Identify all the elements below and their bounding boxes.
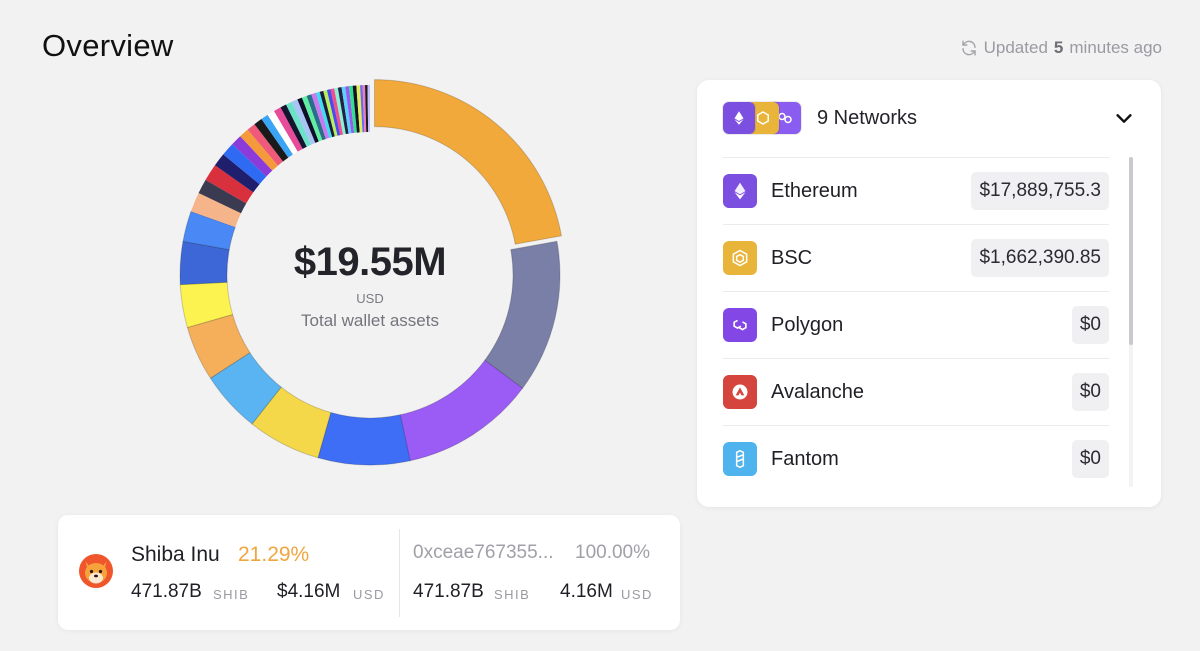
donut-slice-21[interactable] [274, 107, 303, 152]
donut-slice-20[interactable] [267, 111, 298, 155]
token-symbol: SHIB [213, 587, 250, 602]
donut-slice-34[interactable] [334, 87, 346, 135]
bsc-icon [723, 241, 757, 275]
address-usd-value: 4.16M [560, 581, 613, 602]
network-value: $1,662,390.85 [971, 239, 1109, 277]
updated-status: Updated 5 minutes ago [960, 38, 1162, 58]
donut-slice-40[interactable] [356, 85, 363, 133]
network-name: Fantom [771, 447, 839, 470]
chevron-down-icon[interactable] [1113, 107, 1135, 129]
total-summary: $19.55M USD Total wallet assets [220, 240, 520, 331]
address-usd-label: USD [621, 587, 653, 602]
donut-slice-12[interactable] [205, 165, 254, 204]
network-row-bsc[interactable]: BSC $1,662,390.85 [723, 224, 1109, 291]
donut-slice-2[interactable] [399, 359, 524, 462]
updated-prefix: Updated [983, 38, 1048, 57]
donut-slice-27[interactable] [306, 94, 326, 141]
network-list: Ethereum $17,889,755.3 BSC $1,662,390.85… [723, 157, 1109, 492]
token-amount: 471.87B [131, 581, 202, 602]
donut-slice-16[interactable] [240, 129, 278, 171]
donut-slice-15[interactable] [232, 136, 273, 177]
network-row-fantom[interactable]: Fantom $0 [723, 425, 1109, 492]
network-row-ethereum[interactable]: Ethereum $17,889,755.3 [723, 157, 1109, 224]
token-name: Shiba Inu [131, 543, 220, 566]
donut-slice-29[interactable] [316, 91, 333, 138]
donut-slice-41[interactable] [360, 85, 365, 133]
total-currency: USD [356, 291, 384, 306]
donut-slice-42[interactable] [362, 85, 367, 133]
donut-slice-31[interactable] [323, 89, 338, 137]
network-value: $0 [1071, 440, 1109, 478]
networks-count: 9 Networks [817, 106, 918, 129]
donut-slice-17[interactable] [247, 124, 284, 166]
card-divider [399, 529, 400, 617]
network-name: Ethereum [771, 179, 858, 202]
donut-slice-0[interactable] [373, 79, 563, 245]
updated-suffix: minutes ago [1069, 38, 1162, 57]
donut-slice-7[interactable] [179, 281, 234, 329]
donut-slice-1[interactable] [484, 240, 561, 389]
donut-slice-23[interactable] [286, 101, 312, 147]
donut-slice-5[interactable] [209, 351, 282, 425]
total-value: $19.55M [293, 240, 447, 284]
donut-slice-39[interactable] [352, 85, 360, 133]
network-name: BSC [771, 246, 813, 269]
token-usd-label: USD [353, 587, 385, 602]
donut-slice-10[interactable] [190, 193, 241, 228]
donut-slice-28[interactable] [311, 92, 330, 139]
donut-slice-32[interactable] [326, 89, 341, 136]
address-symbol: SHIB [494, 587, 531, 602]
donut-slice-13[interactable] [214, 154, 260, 193]
donut-slice-18[interactable] [254, 119, 289, 162]
refresh-icon[interactable] [960, 39, 978, 57]
network-value: $0 [1071, 373, 1109, 411]
networks-dropdown[interactable]: 9 Networks [723, 100, 1135, 136]
donut-slice-24[interactable] [291, 99, 316, 145]
donut-slice-26[interactable] [301, 95, 323, 142]
address-percent: 100.00% [575, 542, 651, 563]
shiba-inu-logo-icon [79, 554, 113, 588]
wallet-address[interactable]: 0xceae767355... [413, 542, 554, 563]
ethereum-icon [723, 102, 755, 134]
address-amount: 471.87B [413, 581, 484, 602]
donut-slice-25[interactable] [297, 97, 319, 143]
donut-slice-4[interactable] [251, 386, 332, 459]
network-list-scrollbar[interactable] [1129, 157, 1133, 487]
network-name: Polygon [771, 313, 844, 336]
donut-slice-11[interactable] [198, 179, 247, 214]
network-icon-stack [723, 101, 803, 135]
network-row-avalanche[interactable]: Avalanche $0 [723, 358, 1109, 425]
networks-panel: 9 Networks Ethereum $17,889,755.3 BSC $1… [697, 80, 1161, 507]
token-usd-value: $4.16M [277, 581, 341, 602]
total-label: Total wallet assets [301, 311, 439, 330]
donut-slice-44[interactable] [367, 85, 370, 133]
donut-slice-3[interactable] [317, 411, 411, 466]
donut-slice-19[interactable] [261, 114, 293, 158]
network-row-polygon[interactable]: Polygon $0 [723, 291, 1109, 358]
donut-slice-30[interactable] [319, 90, 335, 138]
network-name: Avalanche [771, 380, 865, 403]
fantom-icon [723, 442, 757, 476]
donut-slice-38[interactable] [348, 85, 357, 133]
donut-slice-14[interactable] [223, 144, 267, 185]
donut-slice-43[interactable] [365, 85, 369, 133]
polygon-icon [723, 308, 757, 342]
page-title: Overview [42, 28, 174, 63]
scrollbar-thumb[interactable] [1129, 157, 1133, 345]
ethereum-icon [723, 174, 757, 208]
token-card-shiba-inu[interactable]: Shiba Inu 21.29% 471.87B SHIB $4.16M USD… [58, 515, 680, 630]
network-value: $17,889,755.3 [971, 172, 1109, 210]
network-value: $0 [1071, 306, 1109, 344]
donut-slice-36[interactable] [341, 86, 352, 134]
donut-slice-6[interactable] [186, 313, 251, 379]
donut-slice-33[interactable] [330, 88, 344, 136]
donut-slice-22[interactable] [280, 104, 307, 149]
donut-slice-37[interactable] [345, 86, 355, 134]
allocation-donut-chart [179, 79, 563, 466]
token-percent: 21.29% [238, 543, 310, 566]
avalanche-icon [723, 375, 757, 409]
donut-slice-35[interactable] [337, 87, 349, 135]
updated-value: 5 [1053, 38, 1064, 57]
